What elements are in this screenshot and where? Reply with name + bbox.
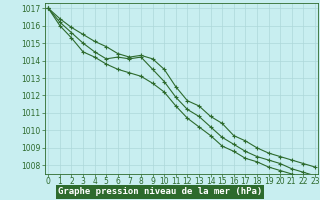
Text: Graphe pression niveau de la mer (hPa): Graphe pression niveau de la mer (hPa) [58,188,262,196]
